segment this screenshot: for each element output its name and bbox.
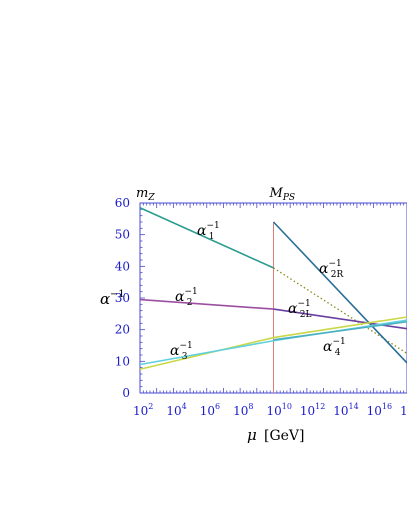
- y-tick-label: 60: [115, 196, 130, 210]
- series-labels: α−1 1 α−1 2 α−1 2L α−1 2R α−1 3 α−1 4: [170, 221, 346, 362]
- top-marker: MPS: [269, 186, 296, 203]
- series-label: α−1 2R: [319, 259, 343, 280]
- series-label: α−1 1: [197, 221, 220, 242]
- x-tick-label: 1014: [333, 402, 358, 418]
- y-tick-label: 10: [115, 354, 130, 368]
- x-tick-label: 1016: [367, 402, 392, 418]
- y-axis-title-exp: −1: [110, 289, 125, 300]
- x-tick-label: 1018: [400, 402, 407, 418]
- y-tick-label: 0: [122, 386, 130, 400]
- top-marker: mZ: [136, 186, 155, 203]
- x-tick-label: 102: [133, 402, 153, 418]
- axis-ticks: [139, 202, 407, 394]
- y-axis-title-base: α: [100, 290, 110, 308]
- y-axis-title: α −1: [100, 289, 125, 308]
- x-axis-title-unit: [GeV]: [264, 428, 305, 444]
- y-tick-labels: 0 10 20 30 40 50 60: [115, 196, 130, 400]
- series-line-4: [272, 221, 407, 364]
- x-tick-label: 1012: [300, 402, 325, 418]
- x-axis-title-symbol: μ: [247, 426, 257, 444]
- y-tick-label: 30: [115, 291, 130, 305]
- series-line-0: [139, 207, 274, 269]
- series-label: α−1 4: [323, 337, 346, 358]
- series-group: [139, 207, 407, 393]
- series-line-5: [139, 316, 407, 371]
- top-markers: mZ MPS: [136, 186, 295, 203]
- x-tick-label: 104: [166, 402, 186, 418]
- series-label: α−1 3: [170, 341, 193, 362]
- x-tick-label: 108: [233, 402, 253, 418]
- series-line-2: [139, 298, 274, 310]
- x-tick-label: 106: [200, 402, 220, 418]
- y-tick-label: 20: [115, 323, 130, 337]
- y-tick-label: 50: [115, 228, 130, 242]
- x-tick-labels: 102 104 106 108 1010 1012 1014 1016 1018: [133, 402, 407, 418]
- series-label: α−1 2: [175, 287, 198, 308]
- x-axis-title: μ [GeV]: [247, 426, 305, 444]
- y-tick-label: 40: [115, 259, 130, 273]
- x-tick-label: 1010: [267, 402, 292, 418]
- series-label: α−1 2L: [288, 299, 311, 320]
- series-line-7: [273, 320, 407, 341]
